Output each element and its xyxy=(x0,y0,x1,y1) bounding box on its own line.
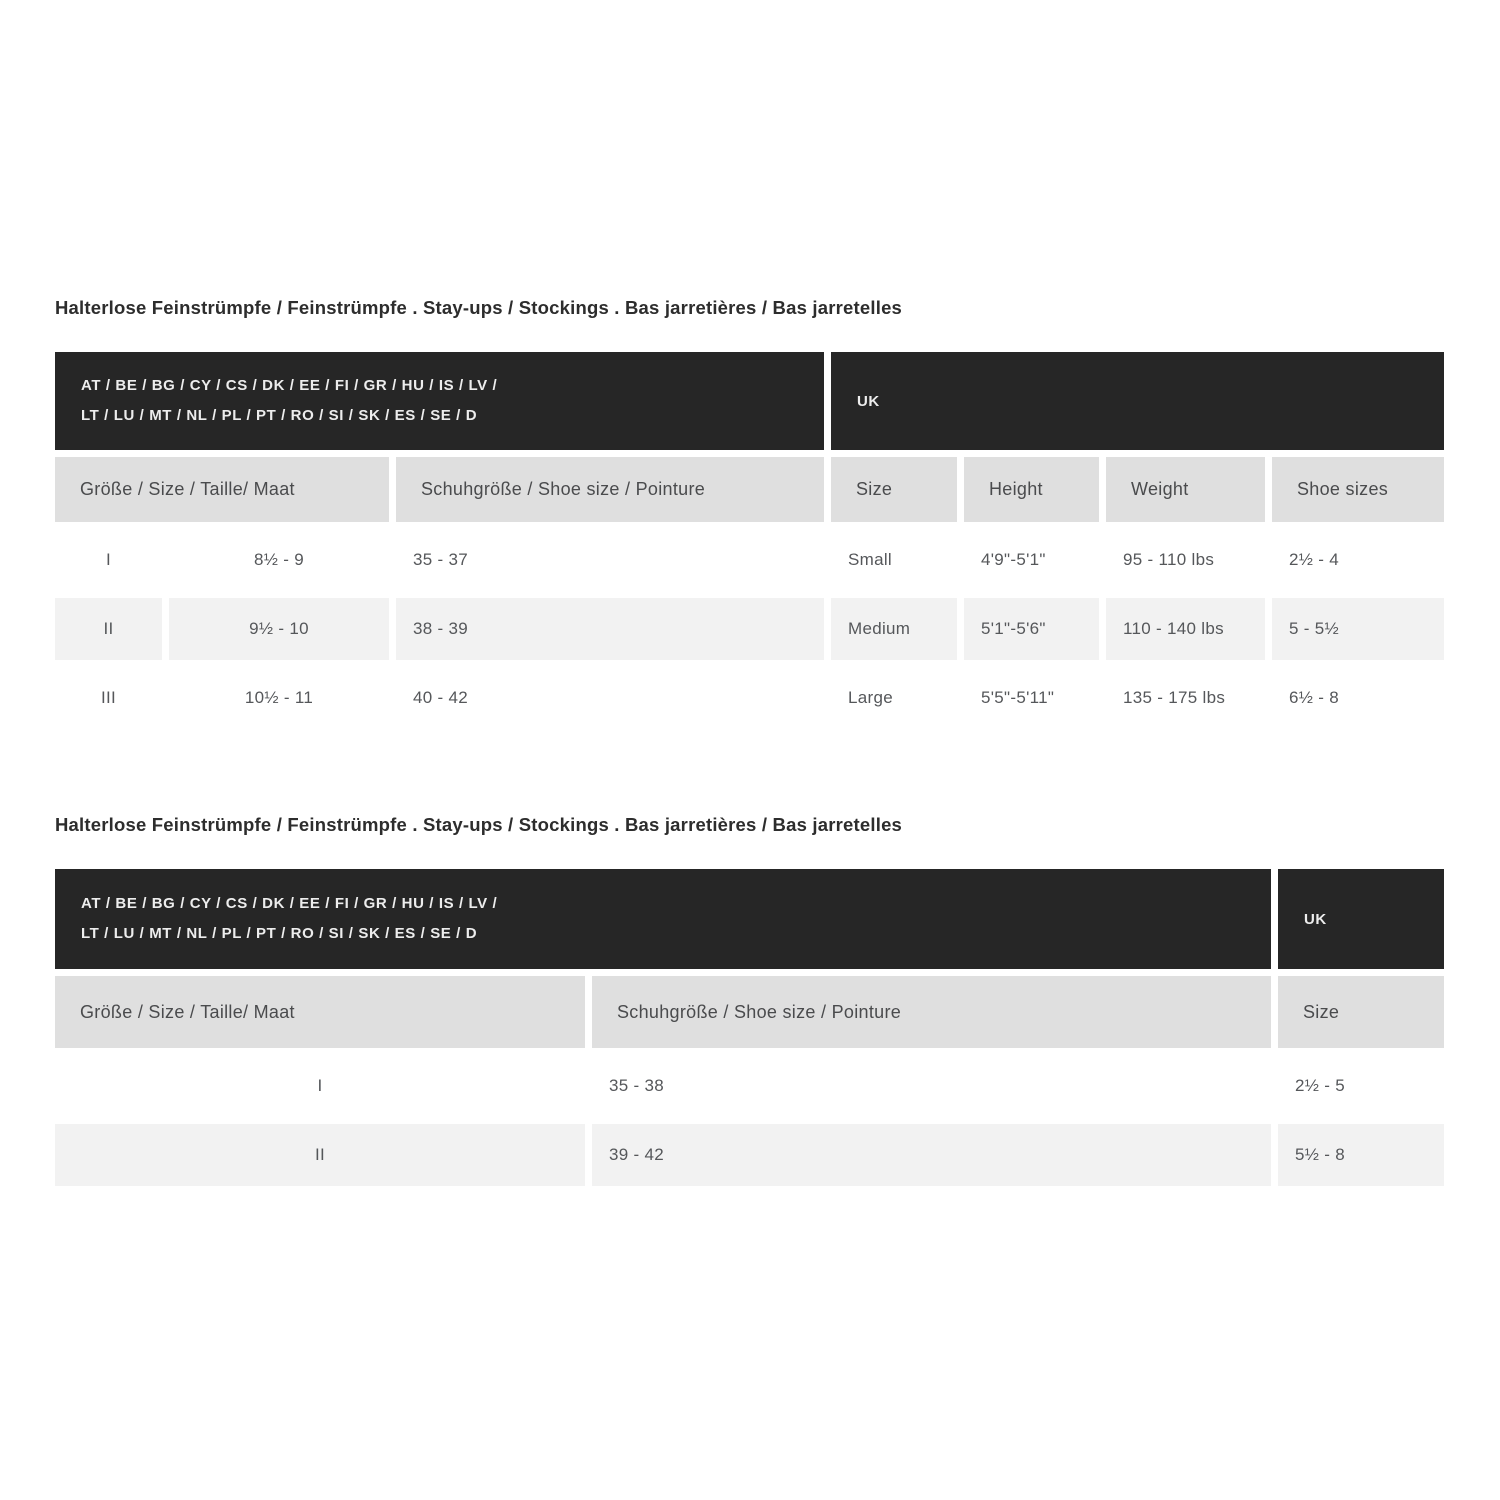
column-header-uk-size: Size xyxy=(831,457,957,522)
column-header-uk-size: Size xyxy=(1278,976,1444,1048)
eu-countries-line-1: AT / BE / BG / CY / CS / DK / EE / FI / … xyxy=(81,895,498,912)
cell-shoe-size: 40 - 42 xyxy=(413,688,469,707)
size-chart-title: Halterlose Feinstrümpfe / Feinstrümpfe .… xyxy=(55,814,903,835)
cell-roman-numeral: II xyxy=(55,1124,585,1186)
cell-shoe-size: 35 - 37 xyxy=(413,550,469,569)
cell-weight: 95 - 110 lbs xyxy=(1123,550,1215,569)
column-header-uk-shoe-sizes: Shoe sizes xyxy=(1272,457,1444,522)
cell-weight: 110 - 140 lbs xyxy=(1106,598,1265,660)
cell-uk-size: Small xyxy=(848,550,893,569)
cell-uk-shoe-sizes: 6½ - 8 xyxy=(1289,688,1339,707)
size-table-2: AT / BE / BG / CY / CS / DK / EE / FI / … xyxy=(55,869,1445,1186)
cell-uk-shoe-sizes: 2½ - 4 xyxy=(1289,550,1339,569)
column-header-size: Größe / Size / Taille/ Maat xyxy=(55,976,585,1048)
cell-roman-numeral: I xyxy=(105,550,112,569)
size-table-1: AT / BE / BG / CY / CS / DK / EE / FI / … xyxy=(55,352,1445,729)
eu-countries-header: AT / BE / BG / CY / CS / DK / EE / FI / … xyxy=(55,869,1271,969)
size-chart-content: Halterlose Feinstrümpfe / Feinstrümpfe .… xyxy=(55,296,1445,1186)
uk-header: UK xyxy=(1278,869,1444,969)
eu-countries-line-2: LT / LU / MT / NL / PL / PT / RO / SI / … xyxy=(81,407,478,424)
column-header-shoe-size: Schuhgröße / Shoe size / Pointure xyxy=(396,457,824,522)
column-header-size: Größe / Size / Taille/ Maat xyxy=(55,457,389,522)
eu-countries-line-2: LT / LU / MT / NL / PL / PT / RO / SI / … xyxy=(81,925,478,942)
cell-eu-size: 8½ - 9 xyxy=(254,550,304,569)
cell-eu-size: 9½ - 10 xyxy=(169,598,389,660)
cell-shoe-size: 35 - 38 xyxy=(609,1076,665,1095)
cell-eu-size: 10½ - 11 xyxy=(244,688,314,707)
cell-height: 5'5"-5'11" xyxy=(981,688,1055,707)
cell-roman-numeral: I xyxy=(317,1076,323,1095)
column-header-weight: Weight xyxy=(1106,457,1265,522)
column-header-shoe-size: Schuhgröße / Shoe size / Pointure xyxy=(592,976,1271,1048)
column-header-height: Height xyxy=(964,457,1099,522)
uk-header: UK xyxy=(831,352,1444,450)
size-chart-title: Halterlose Feinstrümpfe / Feinstrümpfe .… xyxy=(55,297,903,318)
eu-countries-header: AT / BE / BG / CY / CS / DK / EE / FI / … xyxy=(55,352,824,450)
cell-shoe-size: 38 - 39 xyxy=(396,598,824,660)
cell-weight: 135 - 175 lbs xyxy=(1123,688,1226,707)
cell-roman-numeral: III xyxy=(100,688,117,707)
size-chart-section-2: Halterlose Feinstrümpfe / Feinstrümpfe .… xyxy=(55,813,1445,1186)
cell-uk-size: Large xyxy=(848,688,893,707)
eu-countries-line-1: AT / BE / BG / CY / CS / DK / EE / FI / … xyxy=(81,377,498,394)
cell-height: 5'1"-5'6" xyxy=(964,598,1099,660)
cell-height: 4'9"-5'1" xyxy=(981,550,1046,569)
cell-uk-size: Medium xyxy=(831,598,957,660)
cell-uk-size: 5½ - 8 xyxy=(1278,1124,1444,1186)
cell-roman-numeral: II xyxy=(55,598,162,660)
cell-uk-shoe-sizes: 5 - 5½ xyxy=(1272,598,1444,660)
cell-shoe-size: 39 - 42 xyxy=(592,1124,1271,1186)
size-chart-section-1: Halterlose Feinstrümpfe / Feinstrümpfe .… xyxy=(55,296,1445,729)
cell-uk-size: 2½ - 5 xyxy=(1295,1076,1345,1095)
